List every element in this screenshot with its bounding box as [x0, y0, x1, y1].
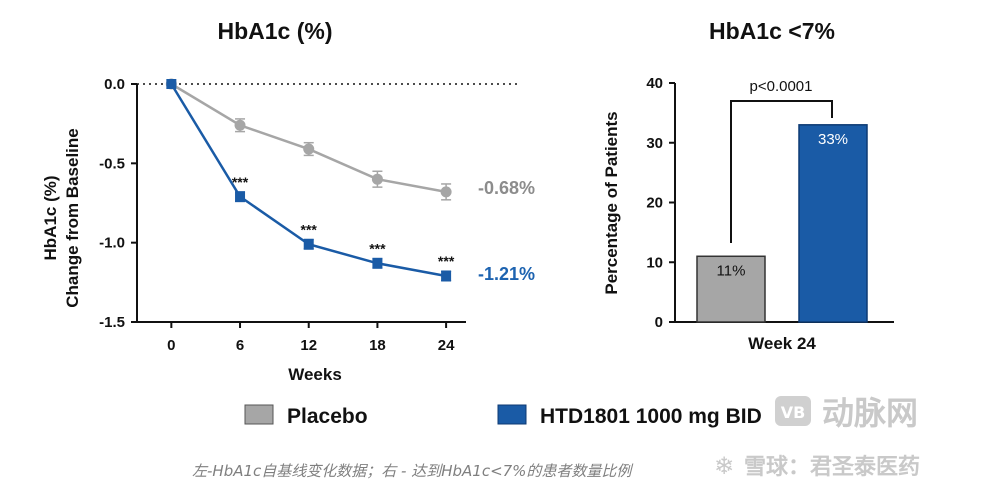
significance-bracket: [730, 100, 833, 243]
bar-y-tick-label: 40: [646, 75, 663, 92]
significance-stars: ***: [438, 253, 455, 269]
data-point-placebo: [303, 143, 315, 155]
logo-text: 动脉网: [822, 394, 918, 432]
data-point-placebo: [234, 119, 246, 131]
legend-label-placebo: Placebo: [287, 405, 368, 428]
data-point-htd: [441, 270, 452, 281]
series-line-placebo: [170, 82, 447, 194]
significance-stars: ***: [232, 174, 249, 190]
series-htd: [166, 79, 452, 282]
bar-y-tick-label: 20: [646, 195, 663, 212]
bar-chart-xlabel: Week 24: [748, 334, 816, 353]
line-x-tick-label: 12: [300, 337, 317, 354]
line-chart-ylabel-line1: HbA1c (%): [41, 175, 60, 260]
snowball-icon: ❄: [714, 452, 734, 480]
bar-y-tick-label: 10: [646, 254, 663, 271]
logo-mark-glyph: VB: [781, 403, 806, 422]
bar-value-label-placebo: 11%: [717, 262, 746, 279]
htd-end-label: -1.21%: [478, 264, 535, 284]
bar-value-label-htd: 33%: [818, 131, 848, 148]
bar-chart: HbA1c <7% Percentage of Patients 0 10 20 30…: [602, 18, 894, 353]
line-y-tick-label: -1.0: [99, 235, 125, 252]
legend-swatch-htd: [497, 404, 527, 425]
line-chart-title: HbA1c (%): [217, 18, 332, 44]
placebo-end-label: -0.68%: [478, 178, 535, 198]
line-x-tick-label: 24: [438, 337, 455, 354]
line-x-tick-label: 6: [236, 337, 244, 354]
line-x-tick-label: 0: [167, 337, 175, 354]
legend-label-htd: HTD1801 1000 mg BID: [540, 405, 762, 428]
legend-swatch-placebo: [244, 404, 274, 425]
series-placebo: [165, 78, 452, 201]
significance-stars: ***: [301, 221, 318, 237]
line-chart-xlabel: Weeks: [288, 365, 342, 384]
bar-htd: [798, 124, 868, 323]
bar-chart-title: HbA1c <7%: [709, 18, 835, 44]
data-point-placebo: [440, 186, 452, 198]
line-chart: HbA1c (%) HbA1c (%) Change from Baseline…: [41, 18, 535, 384]
bar-y-tick-label: 0: [655, 314, 663, 331]
data-point-htd: [303, 239, 314, 250]
legend: Placebo HTD1801 1000 mg BID: [244, 404, 762, 428]
bar-chart-ylabel: Percentage of Patients: [602, 111, 621, 294]
bar-placebo: [696, 255, 766, 323]
data-point-htd: [166, 79, 177, 89]
line-y-tick-label: 0.0: [104, 76, 125, 93]
data-point-htd: [372, 258, 383, 269]
line-y-tick-label: -1.5: [99, 314, 125, 331]
line-chart-ylabel-line2: Change from Baseline: [63, 128, 82, 308]
credit-text: 雪球：君圣泰医药: [744, 455, 920, 480]
significance-stars: ***: [369, 241, 386, 257]
logo-watermark: VB 动脉网: [775, 394, 918, 432]
bar-y-tick-label: 30: [646, 135, 663, 152]
credit-watermark: ❄ 雪球：君圣泰医药: [714, 452, 920, 480]
figure-caption: 左-HbA1c自基线变化数据；右 - 达到HbA1c<7%的患者数量比例: [192, 462, 633, 480]
data-point-placebo: [371, 173, 383, 185]
line-chart-y-title: HbA1c (%) Change from Baseline: [41, 128, 82, 308]
line-y-tick-label: -0.5: [99, 155, 125, 172]
line-x-tick-label: 18: [369, 337, 386, 354]
logo-mark-icon: [775, 396, 811, 426]
significance-label: p<0.0001: [750, 78, 813, 95]
data-point-htd: [235, 191, 246, 202]
